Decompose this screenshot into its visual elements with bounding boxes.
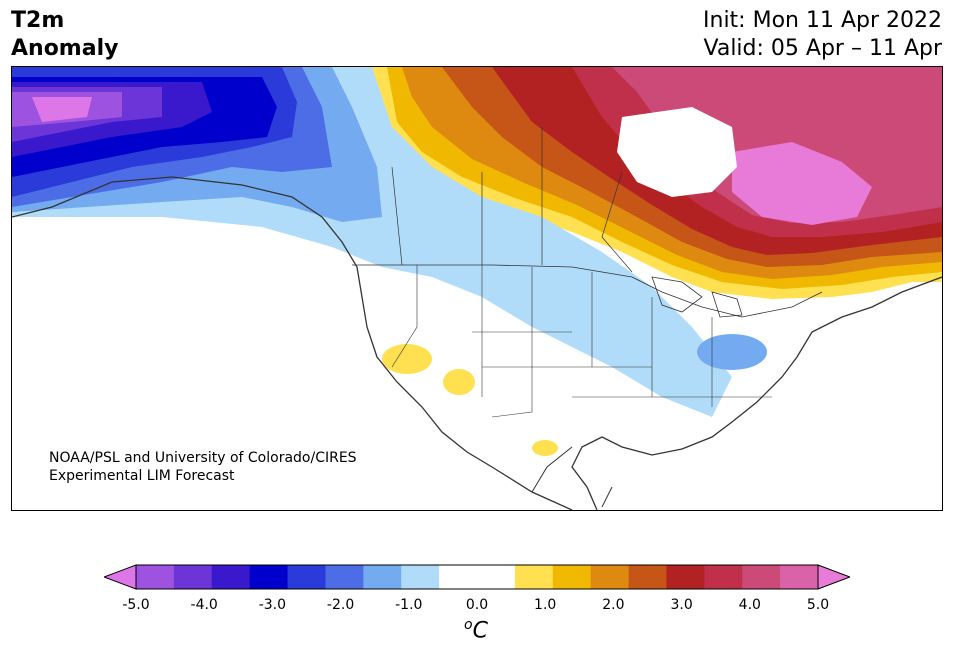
- colorbar-tick-label: 3.0: [670, 597, 693, 613]
- colorbar-segment: [477, 565, 516, 589]
- coastline-west: [12, 176, 573, 510]
- colorbar-segment: [552, 565, 592, 589]
- anomaly-map: [11, 66, 943, 511]
- colorbar-segment: [666, 565, 705, 589]
- unit-letter: C: [472, 618, 488, 644]
- colorbar-tick-label: -1.0: [395, 597, 423, 613]
- colorbar-segment: [287, 565, 326, 589]
- colorbar-segment: [590, 565, 630, 589]
- title-line-2: Anomaly: [11, 36, 119, 61]
- map-canvas: [12, 67, 942, 510]
- credit-line-2: Experimental LIM Forecast: [49, 468, 235, 484]
- colorbar-segment: [363, 565, 402, 589]
- colorbar-segment: [514, 565, 554, 589]
- colorbar-arrow-left: [104, 564, 137, 590]
- gulf-coast: [531, 446, 613, 508]
- colorbar-tick-label: 0.0: [465, 597, 489, 613]
- date-info: Init: Mon 11 Apr 2022 Valid: 05 Apr – 11…: [703, 7, 942, 63]
- cool-pocket-east: [697, 334, 767, 370]
- map-title: T2m Anomaly: [11, 7, 118, 63]
- warm-patch-arizona: [443, 369, 475, 395]
- state-border-a: [391, 265, 772, 418]
- colorbar-tick-label: -5.0: [122, 597, 150, 613]
- colorbar-segment: [742, 565, 781, 589]
- colorbar-segment: [325, 565, 364, 589]
- colorbar: [104, 564, 850, 590]
- credit-line-1: NOAA/PSL and University of Colorado/CIRE…: [49, 450, 357, 466]
- colorbar-segment: [173, 565, 213, 589]
- title-line-1: T2m: [11, 8, 65, 33]
- colorbar-segment: [780, 565, 819, 589]
- colorbar-tick-label: 4.0: [738, 597, 761, 613]
- valid-date-label: Valid: 05 Apr – 11 Apr: [703, 36, 943, 61]
- colorbar-tick-label: 5.0: [806, 597, 830, 613]
- colorbar-segment: [401, 565, 440, 589]
- us-canada-border: [352, 264, 823, 318]
- province-border-a: [391, 127, 633, 273]
- colorbar-unit: oC: [464, 617, 488, 643]
- warm-patch-nevada: [382, 344, 432, 374]
- great-lakes: [651, 276, 743, 318]
- hudson-bay: [617, 107, 737, 197]
- colorbar-segment: [628, 565, 667, 589]
- colorbar-segment: [211, 565, 251, 589]
- colorbar-tick-label: 2.0: [602, 597, 625, 613]
- cold-region-lavender: [32, 97, 92, 122]
- coastline-east: [571, 276, 942, 510]
- colorbar-arrow-right: [817, 564, 850, 590]
- colorbar-segment: [439, 565, 478, 589]
- colorbar-tick-label: -4.0: [190, 597, 218, 613]
- unit-superscript: o: [464, 617, 473, 633]
- warm-region-pink: [732, 142, 872, 225]
- colorbar-segment: [249, 565, 289, 589]
- warm-patch-texas: [532, 440, 558, 456]
- forecast-credit: NOAA/PSL and University of Colorado/CIRE…: [49, 449, 357, 485]
- colorbar-tick-label: 1.0: [534, 597, 557, 613]
- colorbar-border: [135, 564, 819, 590]
- colorbar-segment: [136, 565, 175, 589]
- init-date-label: Init: Mon 11 Apr 2022: [703, 8, 942, 33]
- colorbar-tick-label: -3.0: [258, 597, 287, 613]
- colorbar-tick-label: -2.0: [326, 597, 355, 613]
- colorbar-segment: [704, 565, 743, 589]
